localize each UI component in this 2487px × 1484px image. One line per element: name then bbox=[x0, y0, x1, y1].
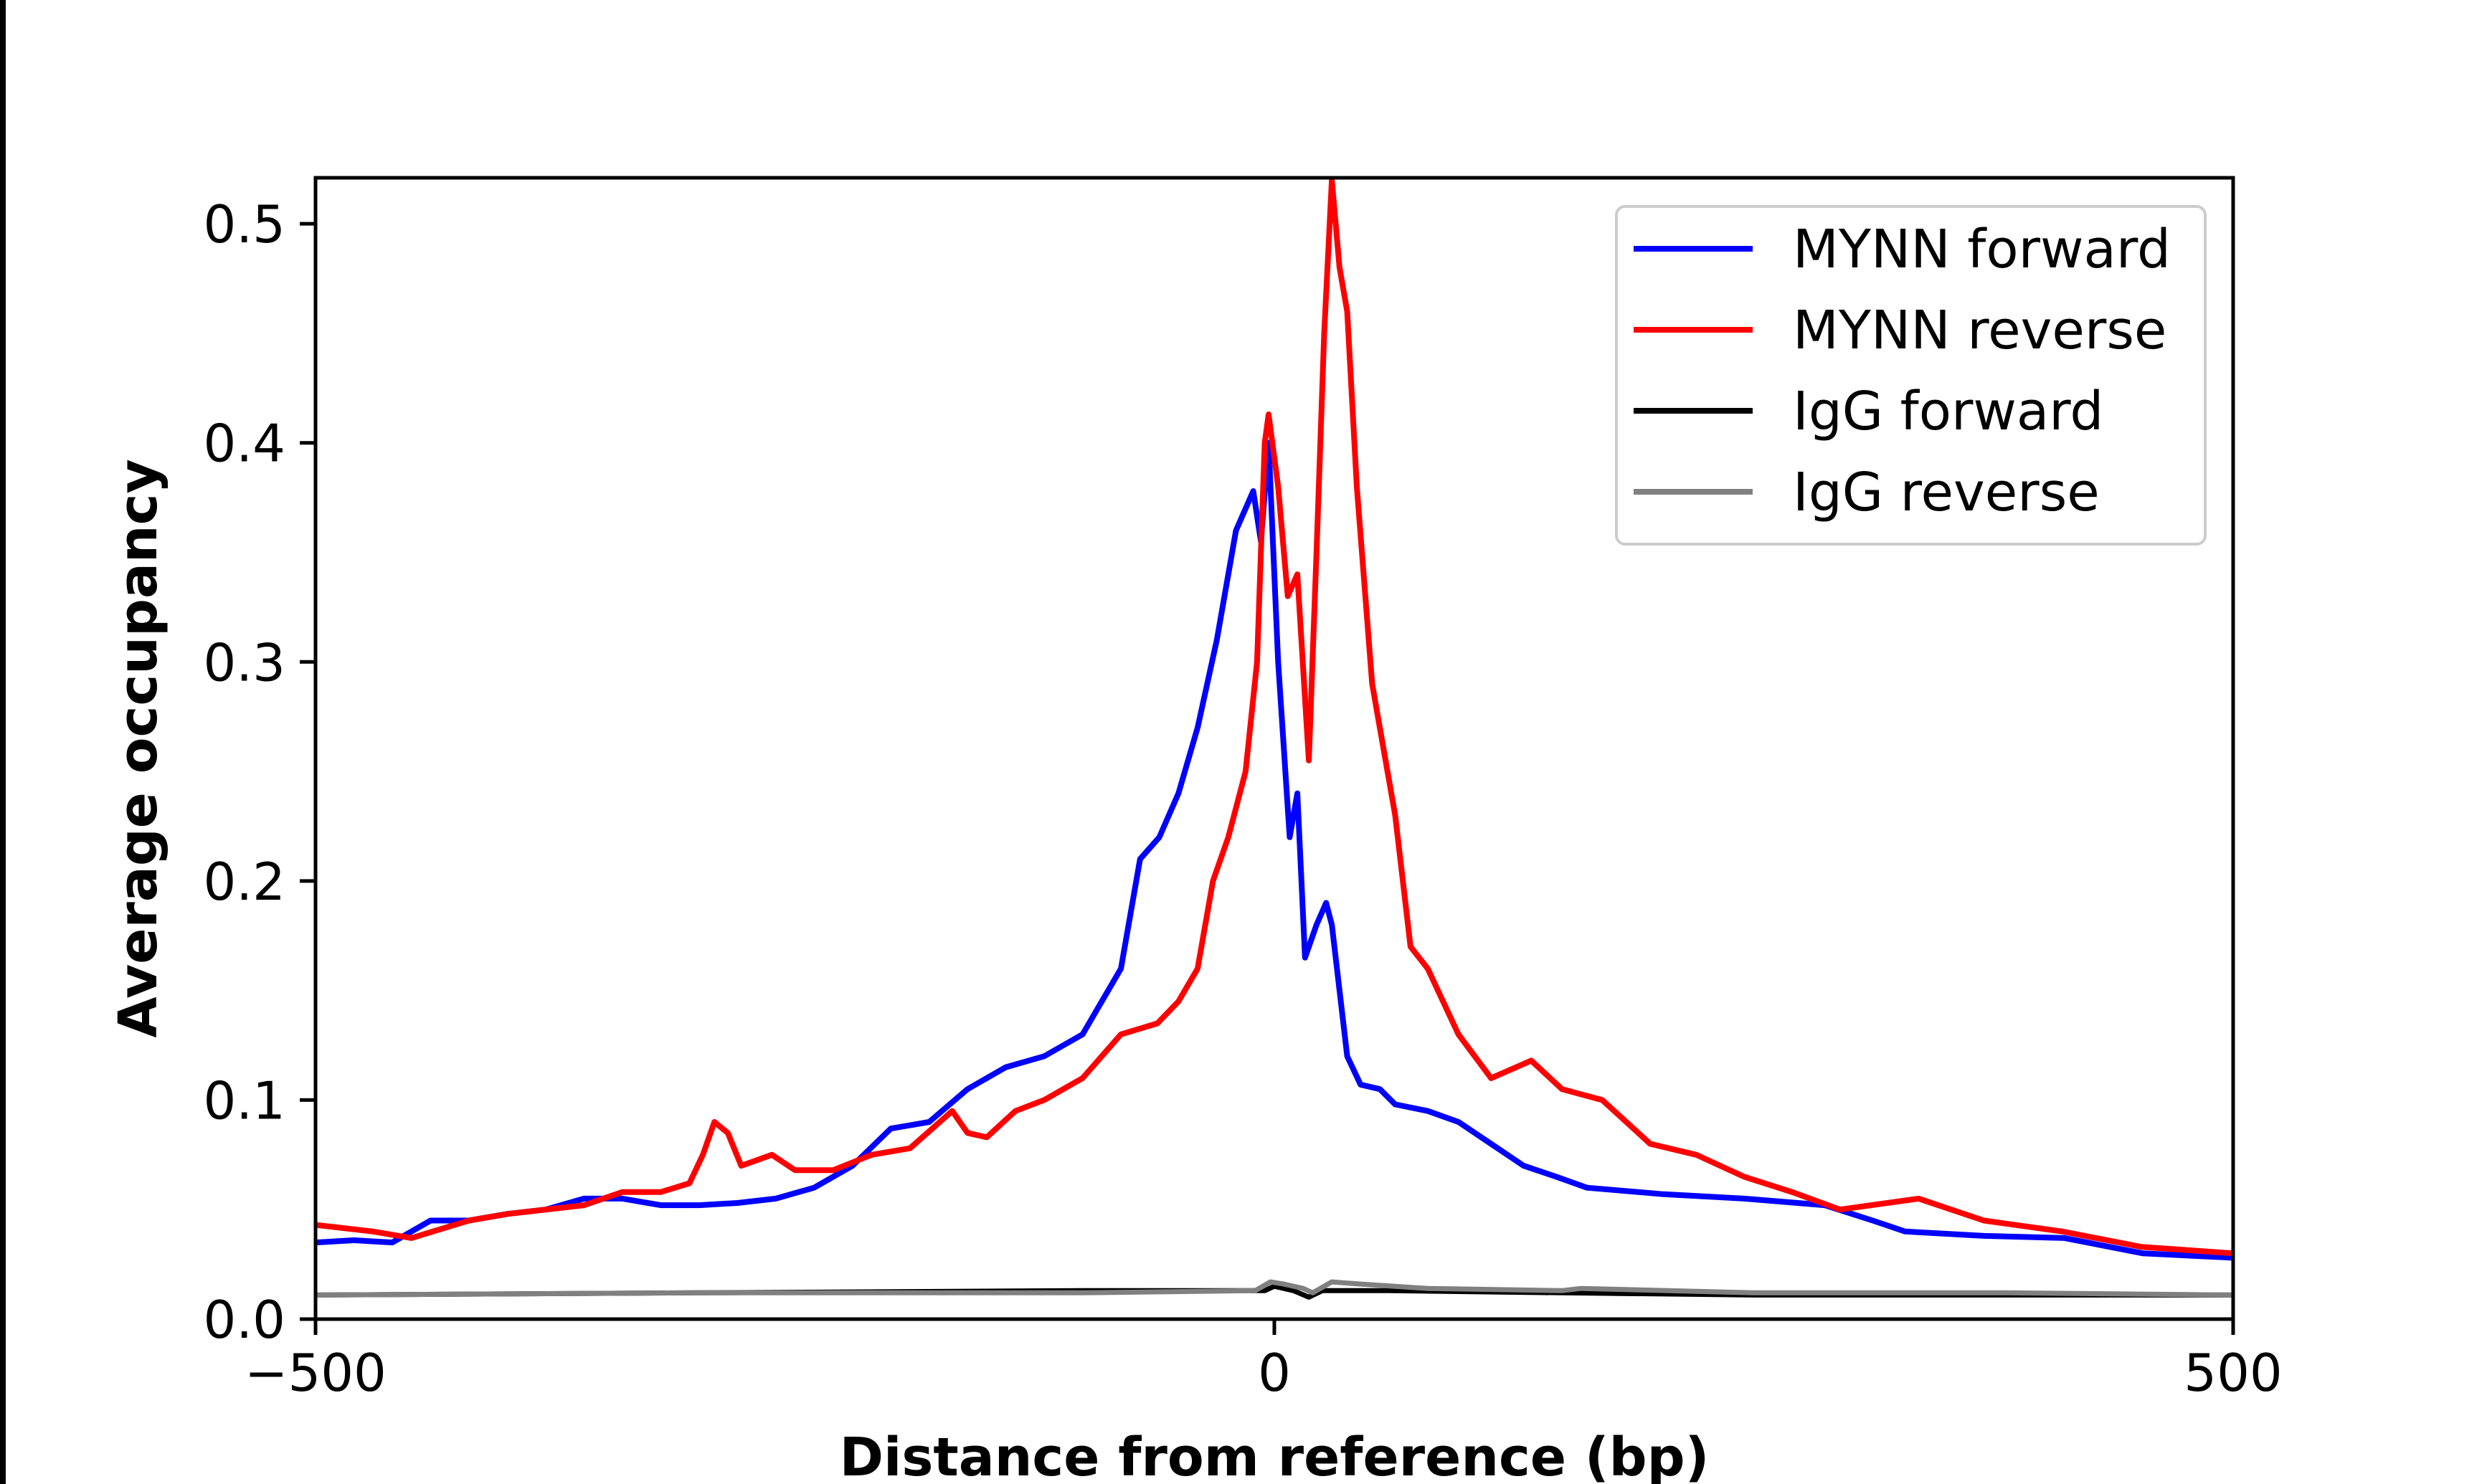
series-line-igg-reverse bbox=[316, 1279, 2233, 1298]
legend-item: MYNN reverse bbox=[1634, 300, 2166, 361]
y-tick-label: 0.1 bbox=[203, 1070, 285, 1131]
legend-item: IgG reverse bbox=[1634, 462, 2100, 523]
legend-item: IgG forward bbox=[1634, 381, 2103, 442]
series-line-mynn-forward bbox=[316, 439, 2233, 1261]
legend-label: IgG forward bbox=[1793, 381, 2103, 442]
y-axis-label: Average occupancy bbox=[108, 459, 169, 1037]
x-axis-label: Distance from reference (bp) bbox=[840, 1427, 1710, 1484]
y-tick-label: 0.2 bbox=[203, 852, 285, 912]
x-tick-label: 500 bbox=[2184, 1343, 2282, 1403]
y-tick-label: 0.4 bbox=[203, 414, 285, 474]
y-tick-label: 0.3 bbox=[203, 632, 285, 693]
y-tick-label: 0.5 bbox=[203, 194, 285, 255]
x-tick-label: −500 bbox=[245, 1343, 387, 1403]
y-tick-label: 0.0 bbox=[203, 1290, 285, 1350]
left-edge-bar bbox=[0, 0, 6, 1484]
series-line-mynn-reverse bbox=[316, 178, 2233, 1257]
legend: MYNN forward MYNN reverse IgG forward IgG r… bbox=[1615, 205, 2207, 546]
legend-label: MYNN reverse bbox=[1793, 300, 2166, 361]
x-tick-label: 0 bbox=[1258, 1343, 1291, 1403]
legend-label: IgG reverse bbox=[1793, 462, 2100, 523]
legend-label: MYNN forward bbox=[1793, 219, 2171, 280]
legend-item: MYNN forward bbox=[1634, 219, 2171, 280]
legend-box bbox=[1615, 205, 2207, 546]
